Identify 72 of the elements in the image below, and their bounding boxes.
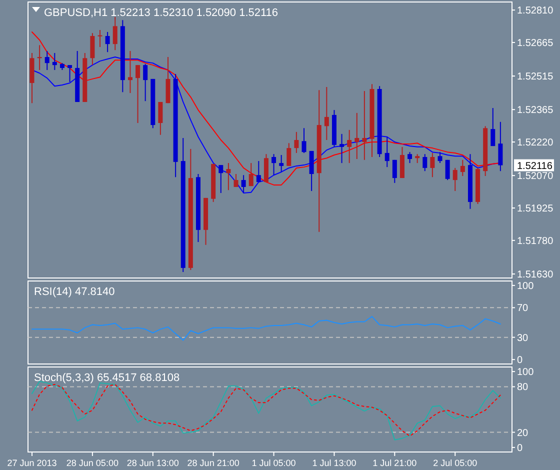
- candlestick: [309, 150, 314, 192]
- candlestick: [37, 44, 42, 70]
- candlestick: [136, 64, 140, 124]
- candlestick: [445, 159, 450, 181]
- candlestick: [68, 64, 72, 83]
- candlestick: [128, 50, 132, 94]
- x-tick-label: 2 Jul 05:00: [433, 458, 478, 468]
- candlestick: [241, 174, 246, 194]
- x-tick-label: 27 Jun 2013: [7, 458, 57, 468]
- candlestick: [248, 162, 254, 187]
- candlestick: [498, 121, 503, 172]
- x-tick-label: 28 Jun 13:00: [126, 458, 179, 468]
- candlestick: [347, 129, 352, 164]
- candlestick: [340, 133, 344, 164]
- candlestick: [234, 173, 238, 188]
- y-tick-label: 80: [517, 382, 529, 394]
- candlestick: [430, 152, 435, 178]
- candlestick: [256, 160, 261, 183]
- y-tick-label: 1.52365: [517, 105, 554, 116]
- y-tick-label: 100: [517, 280, 534, 292]
- candlestick: [408, 152, 412, 164]
- candlestick: [384, 136, 390, 168]
- candlestick: [302, 128, 306, 154]
- candlestick: [354, 112, 360, 160]
- candlestick: [226, 162, 231, 191]
- candlestick: [90, 32, 95, 66]
- candlestick: [52, 52, 57, 70]
- y-tick-label: 30: [517, 332, 529, 344]
- y-tick-label: 70: [517, 303, 529, 314]
- candlestick: [143, 63, 148, 102]
- candlestick: [264, 154, 268, 183]
- candlestick: [105, 31, 110, 53]
- candlestick: [324, 86, 329, 140]
- line-series: [32, 316, 501, 341]
- chart-title: Stoch(5,3,3) 65.4517 68.8108: [34, 372, 180, 384]
- candlestick: [438, 152, 442, 164]
- candlestick: [98, 29, 102, 48]
- candlestick: [460, 159, 465, 177]
- y-tick-label: 0: [517, 355, 523, 366]
- text: RSI(14) 47.8140: [34, 286, 115, 298]
- x-tick-label: 1 Jul 13:00: [312, 458, 356, 468]
- candlestick: [279, 154, 284, 172]
- y-tick-label: 1.51630: [517, 269, 554, 280]
- candlestick: [362, 90, 367, 160]
- x-tick-label: 1 Jul 05:00: [252, 458, 296, 468]
- candlestick: [452, 167, 458, 192]
- candlestick: [294, 131, 299, 154]
- x-tick-label: 28 Jun 05:00: [66, 458, 118, 468]
- candlestick: [158, 101, 163, 136]
- text: GBPUSD,H1 1.52213 1.52310 1.52090 1.52116: [44, 7, 278, 19]
- y-tick-label: 1.51780: [517, 236, 554, 247]
- annotation: 1.52116: [517, 160, 553, 172]
- candlestick: [44, 50, 50, 70]
- candlestick: [392, 159, 397, 184]
- y-tick-label: 1.51925: [517, 203, 554, 214]
- candlestick: [422, 154, 428, 172]
- candlestick: [272, 154, 276, 176]
- y-tick-label: 100: [517, 367, 534, 378]
- candlestick: [218, 164, 224, 194]
- y-tick-label: 1.52665: [517, 38, 554, 49]
- candlestick: [286, 142, 292, 166]
- y-tick-label: 1.52810: [517, 6, 554, 17]
- y-tick-label: 0: [517, 442, 523, 454]
- x-tick-label: 1 Jul 21:00: [372, 458, 417, 468]
- y-tick-label: 1.52515: [517, 72, 554, 83]
- y-tick-label: 1.52070: [517, 171, 554, 182]
- x-tick-label: 28 Jun 21:00: [187, 458, 240, 468]
- candlestick: [490, 108, 496, 147]
- candlestick: [112, 16, 118, 51]
- y-tick-label: 1.52220: [517, 138, 554, 149]
- candlestick: [400, 146, 404, 179]
- y-tick-label: 20: [517, 428, 529, 439]
